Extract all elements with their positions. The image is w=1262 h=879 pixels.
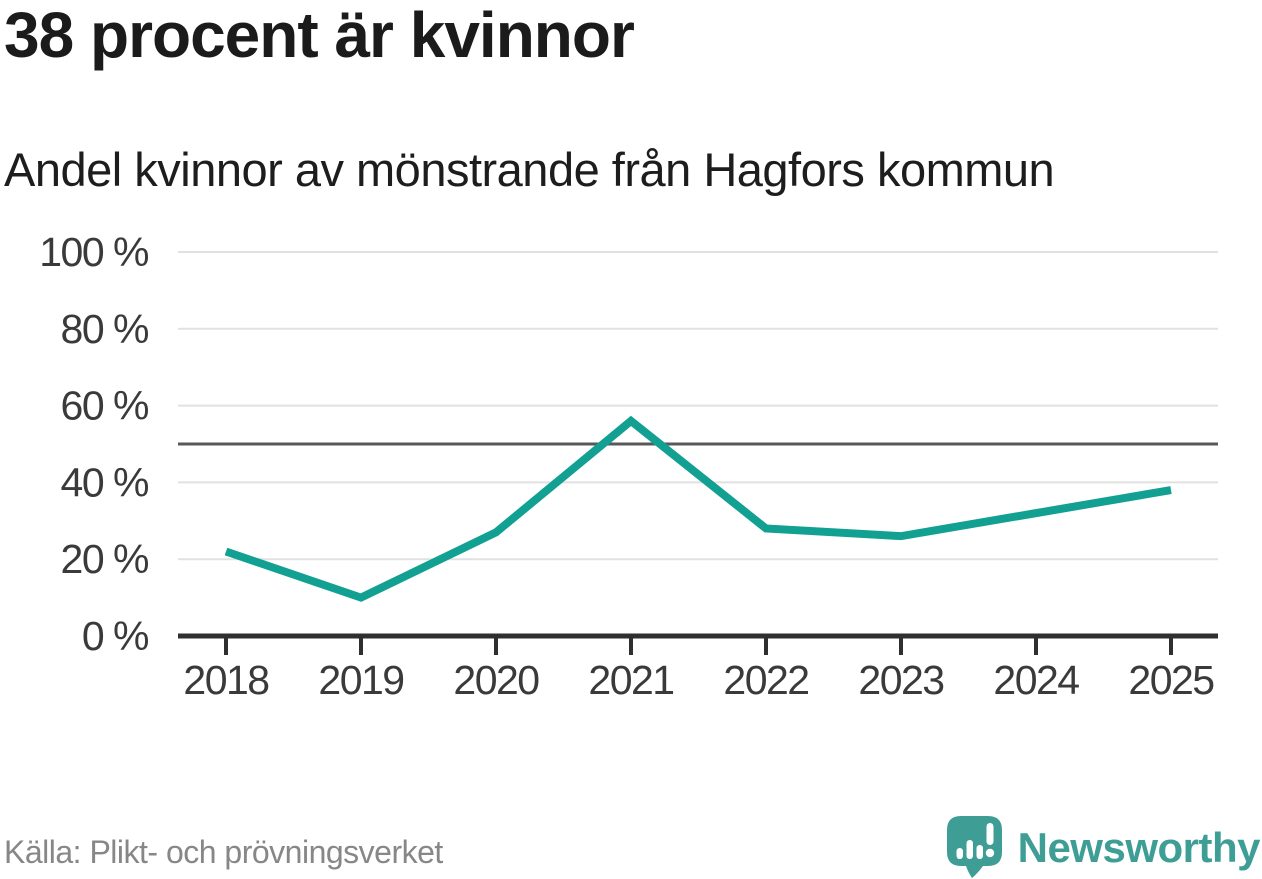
x-axis-tick-label: 2020 <box>453 657 539 703</box>
newsworthy-logo-text: Newsworthy <box>1017 823 1261 871</box>
x-axis-tick-label: 2022 <box>723 657 808 703</box>
x-axis-tick-label: 2024 <box>993 657 1079 703</box>
data-line <box>224 415 1172 602</box>
page-title: 38 procent är kvinnor <box>4 0 635 71</box>
y-axis-tick-label: 20 % <box>61 536 148 582</box>
y-axis-tick-label: 40 % <box>61 459 148 505</box>
chart-subtitle: Andel kvinnor av mönstrande från Hagfors… <box>4 143 1055 196</box>
newsworthy-speech-bubble-barchart-icon <box>946 816 1002 878</box>
y-axis-tick-label: 60 % <box>61 383 148 429</box>
y-axis-tick-label: 80 % <box>61 306 148 352</box>
x-axis-tick-label: 2018 <box>183 657 269 703</box>
x-axis-tick-label: 2025 <box>1128 657 1214 703</box>
y-axis-tick-label: 0 % <box>82 613 148 659</box>
x-axis-tick-label: 2023 <box>858 657 943 703</box>
source-text: Källa: Plikt- och prövningsverket <box>4 834 443 870</box>
x-axis-tick-label: 2019 <box>318 657 403 703</box>
newsworthy-logo: Newsworthy <box>946 816 1261 879</box>
x-axis-tick-label: 2021 <box>588 657 673 703</box>
y-axis-tick-label: 100 % <box>39 229 148 275</box>
